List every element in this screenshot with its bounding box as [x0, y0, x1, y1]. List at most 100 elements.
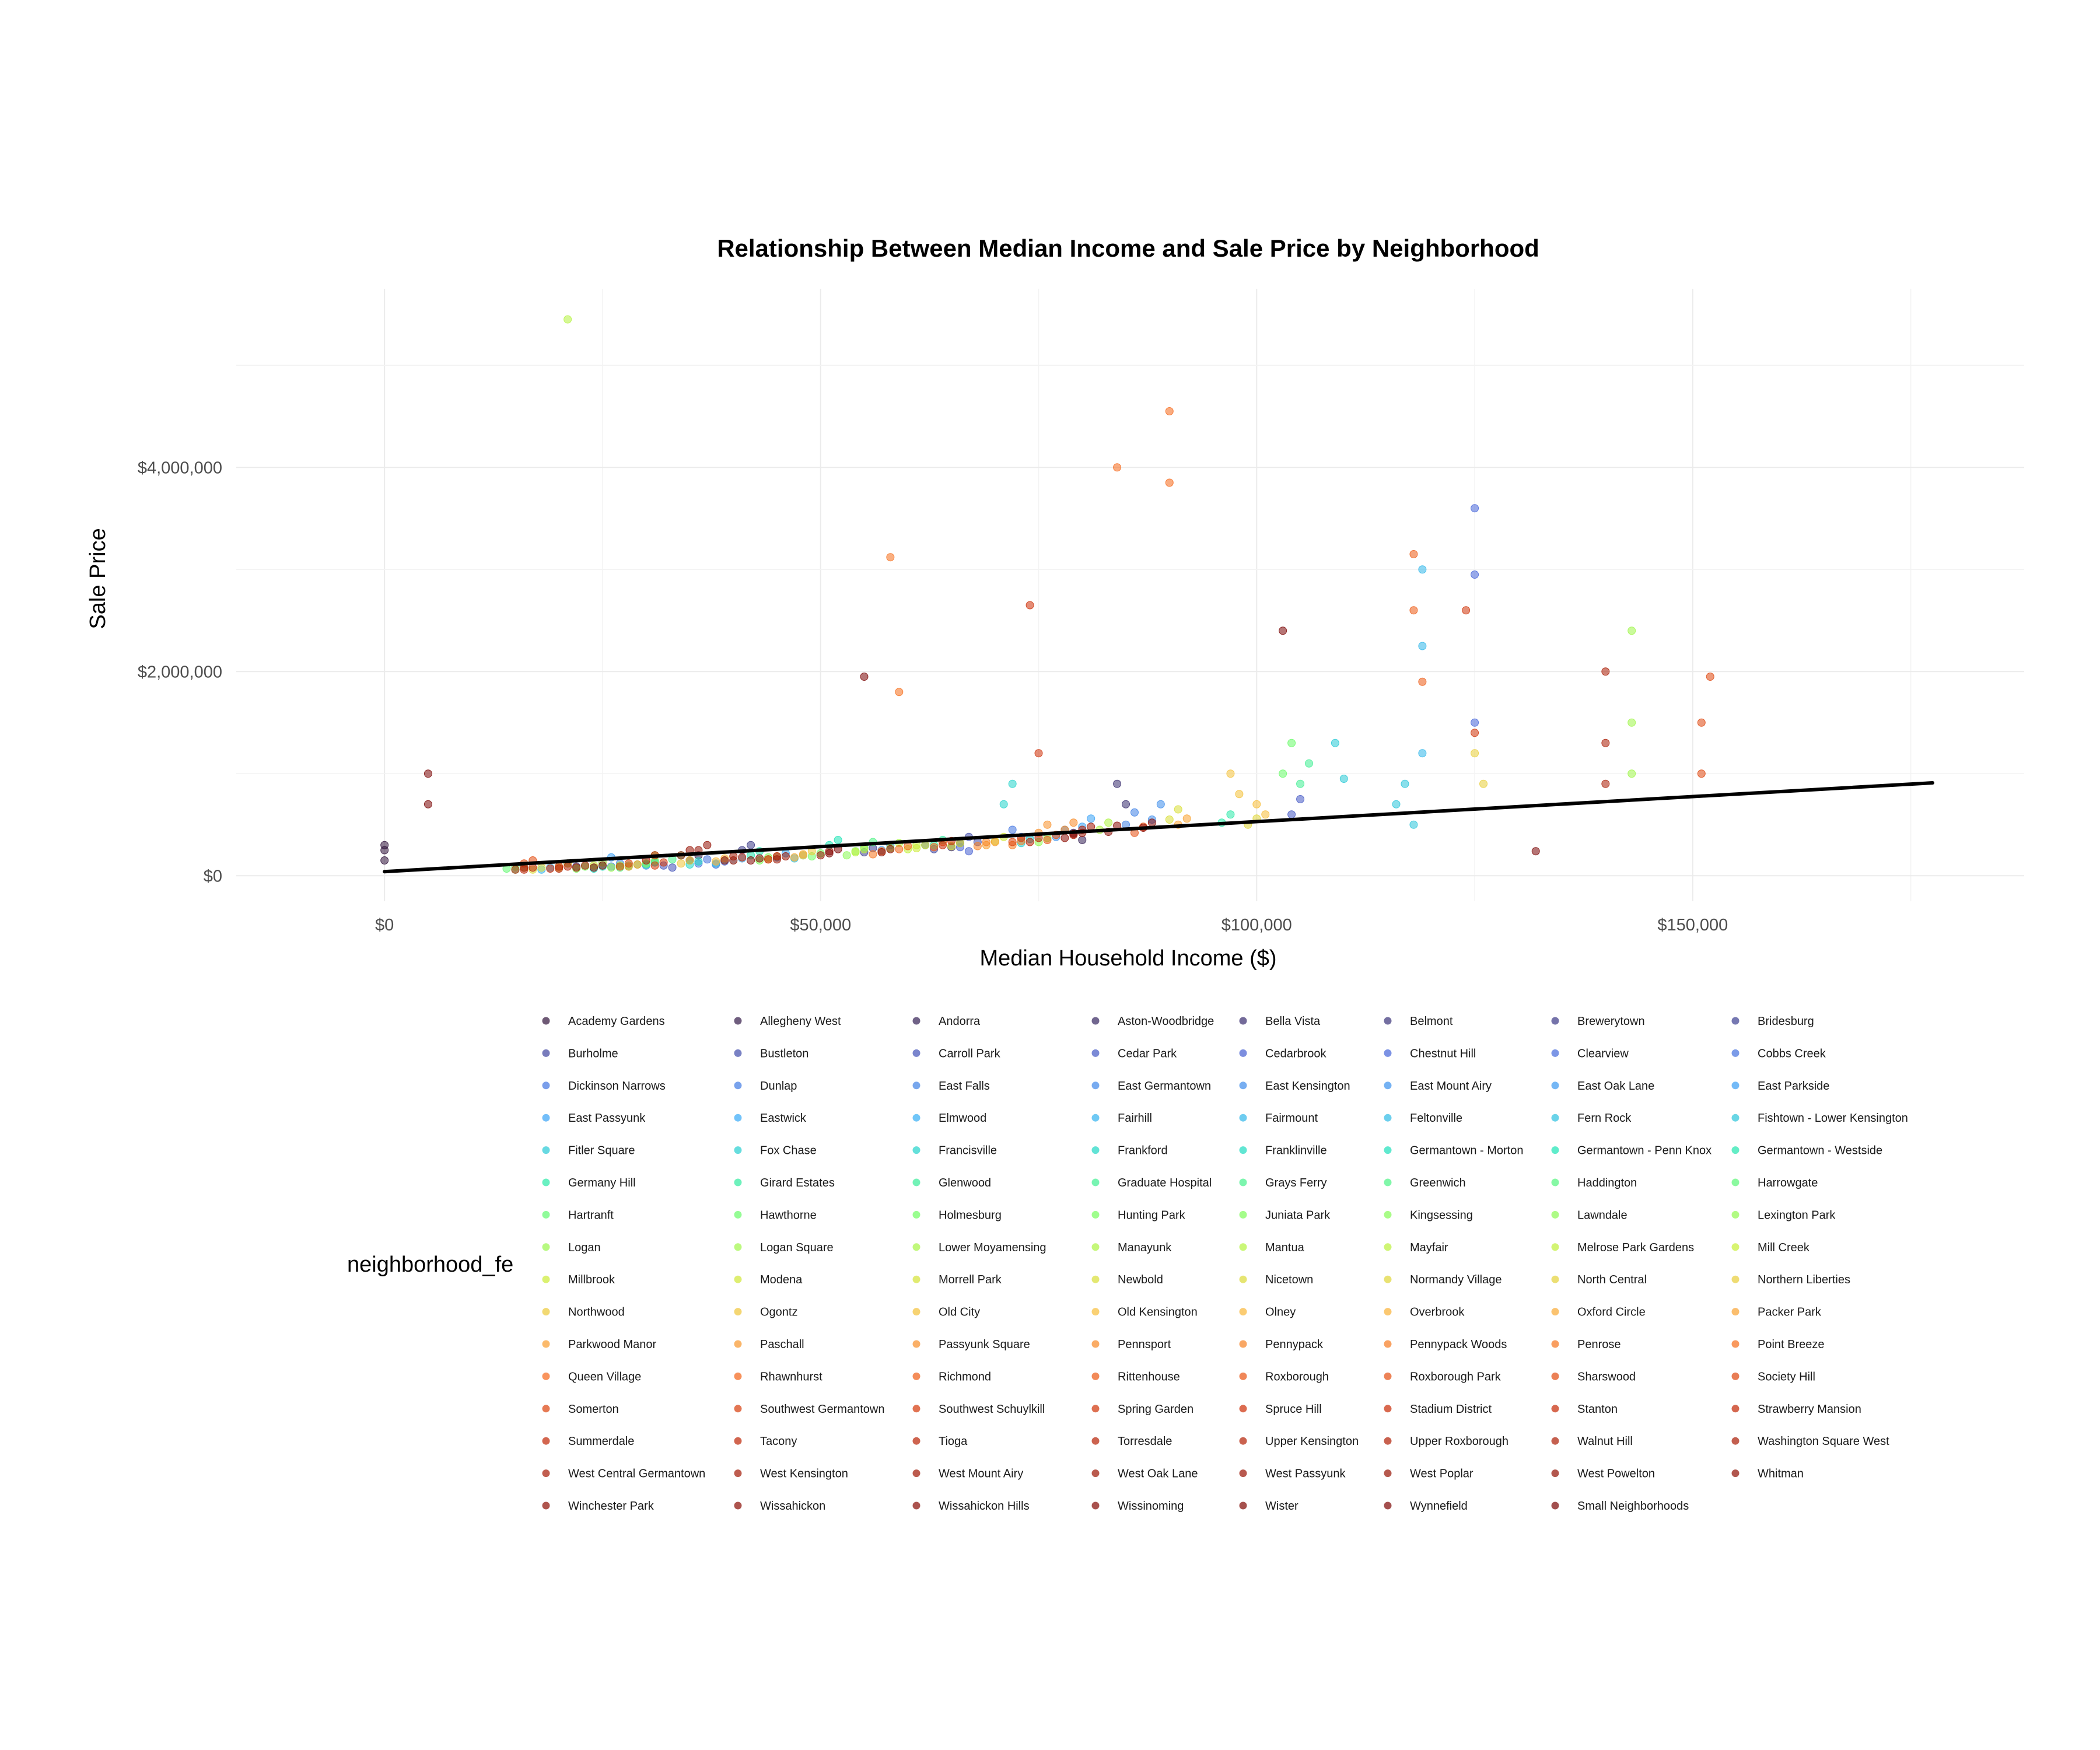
legend-label: Fox Chase — [760, 1144, 817, 1157]
x-tick-label: $150,000 — [1657, 916, 1728, 935]
legend-key — [1091, 1146, 1100, 1154]
legend-label: Lower Moyamensing — [939, 1241, 1046, 1254]
legend-key — [734, 1049, 742, 1057]
data-point — [1078, 836, 1087, 844]
y-tick-label: $0 — [204, 867, 222, 886]
legend-label: Germany Hill — [568, 1177, 636, 1189]
data-point — [1252, 800, 1261, 808]
data-point — [1008, 838, 1017, 846]
legend-key — [1551, 1114, 1559, 1122]
legend-label: East Parkside — [1758, 1080, 1829, 1093]
legend-key — [1384, 1372, 1392, 1380]
legend-key — [1239, 1178, 1247, 1186]
legend-key — [542, 1469, 550, 1478]
data-point — [1471, 729, 1479, 737]
y-tick-label: $4,000,000 — [138, 459, 222, 477]
legend-key — [1239, 1502, 1247, 1510]
data-point — [668, 863, 677, 872]
legend-label: Franklinville — [1265, 1144, 1327, 1157]
data-point — [860, 673, 869, 681]
data-point — [1628, 718, 1636, 727]
legend-key — [734, 1082, 742, 1090]
scatter-points — [380, 315, 1714, 874]
legend-label: Carroll Park — [939, 1047, 1001, 1060]
legend-label: Elmwood — [939, 1112, 986, 1125]
legend-key — [1384, 1049, 1392, 1057]
legend-label: Feltonville — [1410, 1112, 1462, 1125]
data-point — [982, 838, 991, 846]
legend-label: Oxford Circle — [1577, 1306, 1646, 1319]
legend-label: Southwest Germantown — [760, 1403, 884, 1416]
legend-label: Belmont — [1410, 1015, 1453, 1028]
legend-label: Haddington — [1577, 1177, 1637, 1189]
x-tick-label: $50,000 — [790, 916, 851, 935]
legend-label: Winchester Park — [568, 1500, 654, 1513]
legend-key — [542, 1082, 550, 1090]
legend-label: East Falls — [939, 1080, 990, 1093]
legend-label: North Central — [1577, 1273, 1647, 1286]
legend-label: Manayunk — [1118, 1241, 1172, 1254]
x-axis-ticks: $0 $50,000 $100,000 $150,000 — [375, 916, 1728, 935]
legend-key — [542, 1405, 550, 1413]
legend-key — [1551, 1405, 1559, 1413]
legend-key — [1731, 1308, 1740, 1316]
data-point — [834, 836, 842, 844]
data-point — [1697, 718, 1706, 727]
legend-key — [542, 1178, 550, 1186]
legend-key — [1239, 1275, 1247, 1283]
data-point — [991, 838, 999, 846]
data-point — [1287, 738, 1296, 747]
legend-key — [1091, 1502, 1100, 1510]
data-point — [1034, 749, 1043, 758]
data-point — [712, 857, 720, 866]
legend-key — [1731, 1049, 1740, 1057]
legend-label: Chestnut Hill — [1410, 1047, 1476, 1060]
data-point — [1130, 808, 1139, 817]
data-point — [720, 856, 729, 864]
legend-label: Walnut Hill — [1577, 1435, 1633, 1448]
data-point — [1165, 816, 1174, 824]
data-point — [1122, 800, 1130, 808]
legend-label: Dunlap — [760, 1080, 797, 1093]
legend-key — [1731, 1210, 1740, 1219]
legend-label: Northwood — [568, 1306, 625, 1319]
legend-label: Wissahickon Hills — [939, 1500, 1030, 1513]
data-point — [1279, 626, 1287, 635]
legend-label: Brewerytown — [1577, 1015, 1645, 1028]
data-point — [564, 315, 572, 324]
legend-key — [912, 1275, 921, 1283]
data-point — [1339, 775, 1348, 783]
data-point — [973, 842, 982, 850]
data-point — [1279, 769, 1287, 778]
legend-label: Nicetown — [1265, 1273, 1313, 1286]
data-point — [1104, 818, 1113, 827]
legend-label: Wissahickon — [760, 1500, 825, 1513]
data-point — [380, 841, 389, 849]
legend-key — [1551, 1146, 1559, 1154]
legend-key — [1091, 1082, 1100, 1090]
legend-label: Summerdale — [568, 1435, 634, 1448]
legend-key — [734, 1210, 742, 1219]
legend-key — [734, 1405, 742, 1413]
legend-key — [1551, 1210, 1559, 1219]
legend-key — [734, 1146, 742, 1154]
x-tick-label: $0 — [375, 916, 394, 935]
data-point — [764, 855, 773, 864]
data-point — [1409, 606, 1418, 615]
legend-label: Burholme — [568, 1047, 618, 1060]
legend-label: Queen Village — [568, 1370, 641, 1383]
data-point — [1479, 779, 1488, 788]
data-point — [729, 852, 738, 860]
legend-label: Newbold — [1118, 1273, 1163, 1286]
legend-key — [1091, 1049, 1100, 1057]
legend-label: Olney — [1265, 1306, 1296, 1319]
data-point — [939, 841, 947, 849]
legend-label: Lawndale — [1577, 1209, 1628, 1222]
legend-key — [1384, 1243, 1392, 1251]
data-point — [424, 769, 432, 778]
data-point — [1628, 769, 1636, 778]
data-point — [555, 864, 564, 873]
legend-label: Allegheny West — [760, 1015, 841, 1028]
data-point — [1008, 825, 1017, 834]
data-point — [424, 800, 432, 808]
